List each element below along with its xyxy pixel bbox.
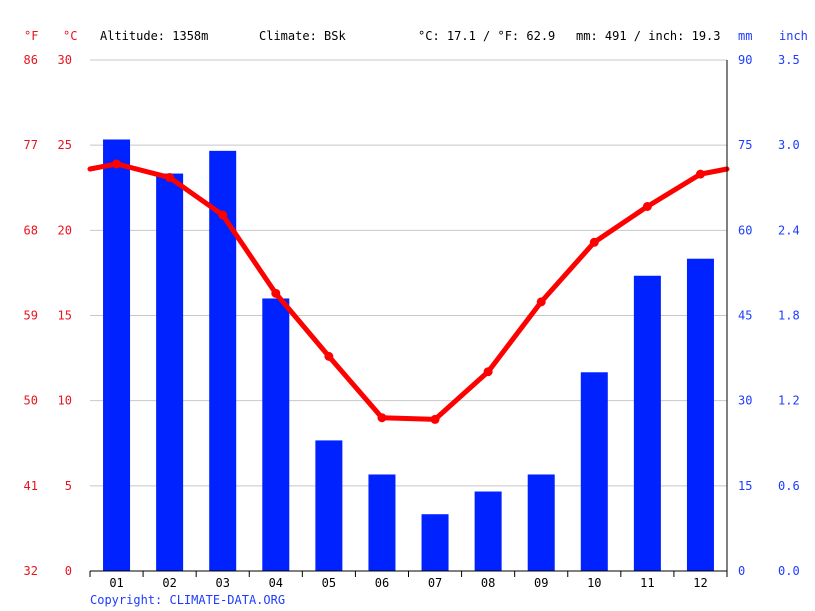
tick-label-celsius: 5 <box>65 479 72 493</box>
month-label-09: 09 <box>534 576 548 590</box>
precipitation-bar-06 <box>368 474 396 571</box>
precipitation-bar-05 <box>315 440 343 571</box>
month-label-12: 12 <box>693 576 707 590</box>
tick-label-mm: 75 <box>738 138 752 152</box>
temperature-point-04 <box>271 288 281 298</box>
temperature-point-09 <box>536 297 546 307</box>
month-label-07: 07 <box>428 576 442 590</box>
month-label-11: 11 <box>640 576 654 590</box>
precipitation-bar-01 <box>103 139 131 571</box>
temperature-point-06 <box>377 413 387 423</box>
month-label-05: 05 <box>322 576 336 590</box>
temperature-point-07 <box>430 414 440 424</box>
tick-label-mm: 30 <box>738 394 752 408</box>
copyright-link[interactable]: Copyright: CLIMATE-DATA.ORG <box>90 593 285 607</box>
precipitation-bar-10 <box>580 372 608 571</box>
precipitation-bar-08 <box>474 491 502 571</box>
temperature-point-12 <box>695 169 705 179</box>
tick-label-fahrenheit: 77 <box>24 138 38 152</box>
temperature-point-08 <box>483 367 493 377</box>
tick-label-fahrenheit: 50 <box>24 394 38 408</box>
tick-label-celsius: 10 <box>58 394 72 408</box>
temperature-point-03 <box>218 210 228 220</box>
tick-label-inch: 2.4 <box>778 223 800 237</box>
tick-label-mm: 60 <box>738 223 752 237</box>
precipitation-bar-09 <box>527 474 555 571</box>
tick-label-mm: 45 <box>738 309 752 323</box>
chart-axes <box>89 60 728 577</box>
tick-label-celsius: 15 <box>58 309 72 323</box>
temperature-point-05 <box>324 351 334 361</box>
month-label-02: 02 <box>162 576 176 590</box>
temp-axis-unit-celsius: °C <box>63 29 77 43</box>
month-label-08: 08 <box>481 576 495 590</box>
precip-axis-unit-mm: mm <box>738 29 752 43</box>
month-label-04: 04 <box>269 576 283 590</box>
tick-label-fahrenheit: 41 <box>24 479 38 493</box>
tick-label-mm: 0 <box>738 564 745 578</box>
tick-label-inch: 3.0 <box>778 138 800 152</box>
tick-label-inch: 0.0 <box>778 564 800 578</box>
precipitation-bar-03 <box>209 150 237 571</box>
precipitation-bar-02 <box>156 173 184 572</box>
temperature-point-11 <box>642 201 652 211</box>
tick-label-fahrenheit: 68 <box>24 223 38 237</box>
temperature-line <box>87 159 730 424</box>
tick-label-celsius: 25 <box>58 138 72 152</box>
tick-label-celsius: 30 <box>58 53 72 67</box>
month-label-06: 06 <box>375 576 389 590</box>
precipitation-bars <box>103 139 714 572</box>
temperature-line-path <box>87 161 730 422</box>
tick-label-celsius: 20 <box>58 223 72 237</box>
temperature-point-10 <box>589 237 599 247</box>
month-label-10: 10 <box>587 576 601 590</box>
month-label-01: 01 <box>109 576 123 590</box>
tick-label-inch: 3.5 <box>778 53 800 67</box>
tick-label-celsius: 0 <box>65 564 72 578</box>
precipitation-bar-12 <box>686 258 714 571</box>
precip-axis-unit-inch: inch <box>779 29 808 43</box>
tick-label-inch: 0.6 <box>778 479 800 493</box>
month-label-03: 03 <box>215 576 229 590</box>
temperature-point-01 <box>112 159 122 169</box>
altitude-label: Altitude: 1358m <box>100 29 208 43</box>
temp-axis-unit-fahrenheit: °F <box>24 29 38 43</box>
tick-label-fahrenheit: 32 <box>24 564 38 578</box>
tick-label-fahrenheit: 86 <box>24 53 38 67</box>
climate-label: Climate: BSk <box>259 29 346 43</box>
precipitation-bar-04 <box>262 298 290 571</box>
precipitation-bar-11 <box>633 275 661 571</box>
tick-labels: 86 30 90 3.577 25 75 3.068 20 60 2.459 15 45 1.850 10… <box>24 53 800 590</box>
temperature-average-label: °C: 17.1 / °F: 62.9 <box>418 29 555 43</box>
tick-label-mm: 15 <box>738 479 752 493</box>
gridlines <box>90 59 727 487</box>
tick-label-inch: 1.2 <box>778 394 800 408</box>
tick-label-inch: 1.8 <box>778 309 800 323</box>
precipitation-total-label: mm: 491 / inch: 19.3 <box>576 29 721 43</box>
tick-label-fahrenheit: 59 <box>24 309 38 323</box>
temperature-point-02 <box>165 173 175 183</box>
precipitation-bar-07 <box>421 514 449 571</box>
tick-label-mm: 90 <box>738 53 752 67</box>
